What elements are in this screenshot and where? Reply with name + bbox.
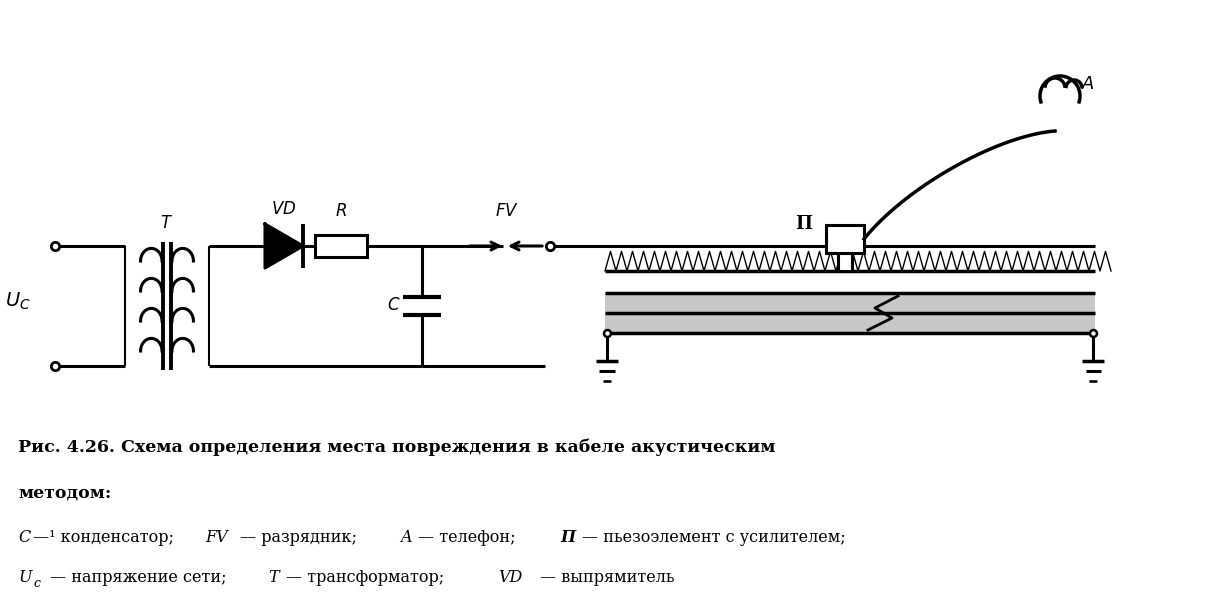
Text: — напряжение сети;: — напряжение сети; bbox=[50, 569, 226, 586]
Polygon shape bbox=[264, 224, 303, 268]
Text: П: П bbox=[796, 215, 813, 233]
Bar bbox=[838, 253, 852, 271]
Text: U: U bbox=[18, 569, 32, 586]
Text: — телефон;: — телефон; bbox=[418, 529, 515, 546]
Text: $VD$: $VD$ bbox=[272, 201, 296, 218]
Text: — трансформатор;: — трансформатор; bbox=[287, 569, 444, 586]
Text: —¹ конденсатор;: —¹ конденсатор; bbox=[33, 529, 173, 546]
Text: $T$: $T$ bbox=[160, 215, 173, 232]
Text: — разрядник;: — разрядник; bbox=[240, 529, 357, 546]
Text: VD: VD bbox=[498, 569, 523, 586]
Text: A: A bbox=[400, 529, 412, 546]
Text: $C$: $C$ bbox=[387, 297, 401, 314]
Bar bbox=[315, 235, 367, 257]
Text: $FV$: $FV$ bbox=[494, 203, 519, 220]
Text: c: c bbox=[33, 577, 41, 590]
Text: $U_C$: $U_C$ bbox=[5, 290, 31, 312]
Text: — пьезоэлемент с усилителем;: — пьезоэлемент с усилителем; bbox=[582, 529, 846, 546]
Text: — выпрямитель: — выпрямитель bbox=[540, 569, 674, 586]
Text: FV: FV bbox=[205, 529, 228, 546]
Text: $A$: $A$ bbox=[1081, 75, 1095, 93]
Text: П: П bbox=[560, 529, 576, 546]
Text: $R$: $R$ bbox=[335, 203, 347, 220]
Bar bbox=[605, 293, 1095, 333]
Text: C: C bbox=[18, 529, 31, 546]
Text: методом:: методом: bbox=[18, 485, 112, 502]
Text: T: T bbox=[268, 569, 279, 586]
Bar bbox=[827, 225, 863, 253]
Text: Рис. 4.26. Схема определения места повреждения в кабеле акустическим: Рис. 4.26. Схема определения места повре… bbox=[18, 439, 775, 457]
